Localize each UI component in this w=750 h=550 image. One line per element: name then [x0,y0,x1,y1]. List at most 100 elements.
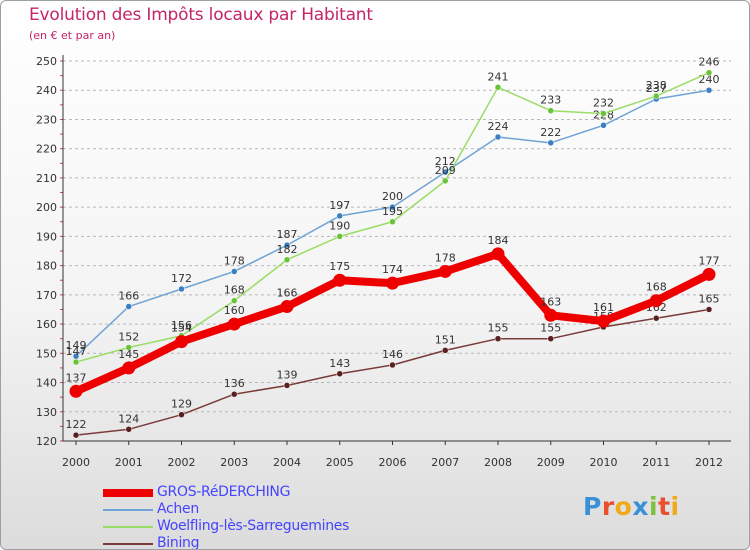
data-point [438,264,452,278]
x-tick-label: 2002 [168,456,196,469]
logo-letter: P [583,492,602,521]
data-label: 136 [224,377,245,390]
legend-label: Woelfling-lès-Sarreguemines [157,518,350,534]
data-label: 155 [488,322,509,335]
data-label: 241 [488,70,509,83]
data-label: 178 [224,254,245,267]
data-point [547,107,554,114]
chart-title: Evolution des Impôts locaux par Habitant [29,5,373,25]
data-label: 237 [646,82,667,95]
data-point [705,69,713,76]
x-tick-label: 2006 [379,456,407,469]
data-label: 238 [646,79,667,92]
y-tick-label: 160 [36,318,57,331]
data-label: 156 [171,319,192,332]
data-label: 197 [329,199,350,212]
data-label: 190 [329,219,350,232]
x-tick-label: 2001 [115,456,143,469]
data-label: 209 [435,164,456,177]
data-point [175,335,188,349]
data-label: 174 [382,263,403,276]
data-label: 172 [171,272,192,285]
data-label: 240 [699,73,720,86]
data-label: 184 [488,234,509,247]
data-label: 166 [277,287,298,300]
data-point [442,347,449,354]
data-point [389,218,396,226]
legend-swatch [103,509,153,511]
data-label: 163 [540,295,561,308]
x-tick-label: 2011 [642,456,670,469]
logo-letter: o [614,492,633,521]
data-label: 195 [382,205,403,218]
data-label: 149 [66,339,87,352]
data-label: 143 [329,357,350,370]
data-label: 129 [171,398,192,411]
data-point [705,86,713,94]
y-tick-label: 220 [36,143,57,156]
data-point [702,267,716,281]
x-tick-label: 2007 [431,456,459,469]
data-label: 147 [66,345,87,358]
y-tick-label: 190 [36,230,57,243]
data-label: 160 [224,304,245,317]
data-point [125,303,132,310]
x-tick-label: 2012 [695,456,723,469]
data-label: 232 [593,97,614,110]
data-label: 161 [593,301,614,314]
data-point [544,308,558,322]
y-tick-label: 180 [36,260,57,273]
x-tick-label: 2005 [326,456,354,469]
y-tick-label: 140 [36,377,57,390]
data-point [600,110,607,117]
data-label: 165 [699,292,720,305]
data-point [69,384,83,398]
data-point [705,306,713,313]
data-point [442,168,449,176]
data-label: 166 [118,290,139,303]
y-tick-label: 130 [36,406,57,419]
data-point [386,276,399,290]
proxiti-logo: Proxiti [583,492,680,521]
x-tick-label: 2000 [62,456,90,469]
data-label: 233 [540,94,561,107]
data-point [336,233,343,240]
data-point [125,426,132,433]
data-point [283,241,291,249]
data-label: 145 [118,348,139,361]
data-label: 212 [435,155,456,168]
legend-label: Achen [157,501,199,517]
y-tick-label: 240 [36,84,57,97]
y-tick-label: 170 [36,289,57,302]
data-point [547,139,554,147]
data-point [122,361,136,375]
data-point [653,314,660,322]
logo-letter: i [670,492,680,521]
data-point [227,317,241,331]
data-point [547,335,554,342]
data-label: 139 [277,368,298,381]
data-label: 168 [224,284,245,297]
data-label: 146 [382,348,403,361]
data-point [653,92,660,100]
x-tick-label: 2009 [537,456,565,469]
data-label: 137 [66,371,87,384]
data-point [283,256,291,264]
data-label: 182 [277,243,298,256]
legend-label: GROS-RéDERCHING [157,484,291,500]
y-tick-label: 210 [36,172,57,185]
data-point [125,344,132,351]
chart-subtitle: (en € et par an) [29,29,116,42]
data-label: 246 [699,56,720,69]
data-point [231,390,238,398]
y-tick-label: 150 [36,347,57,360]
data-point [597,314,610,328]
x-tick-label: 2004 [273,456,301,469]
legend-label: Bining [157,535,200,550]
data-label: 124 [118,412,139,425]
x-tick-label: 2010 [590,456,618,469]
data-point [649,294,663,308]
data-point [231,268,238,275]
